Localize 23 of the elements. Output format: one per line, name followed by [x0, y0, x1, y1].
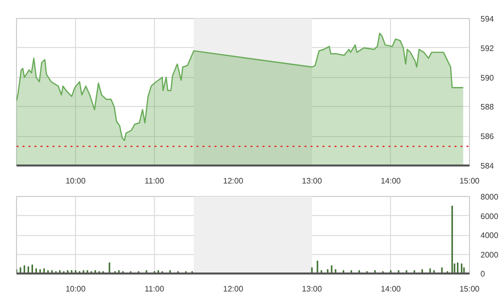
x-tick-label: 11:00 — [144, 284, 165, 294]
x-tick-label: 11:00 — [144, 176, 165, 186]
y-tick-label: 6000 — [480, 212, 499, 221]
y-tick-label: 588 — [480, 102, 494, 112]
y-tick-label: 590 — [480, 73, 494, 82]
x-tick-label: 14:00 — [380, 284, 402, 294]
y-tick-label: 592 — [480, 44, 494, 53]
y-tick-label: 584 — [480, 162, 494, 170]
x-tick-label: 14:00 — [380, 176, 402, 186]
y-tick-label: 594 — [480, 14, 494, 24]
x-tick-label: 12:00 — [223, 176, 244, 186]
x-tick-label: 10:00 — [66, 284, 86, 294]
y-tick-label: 4000 — [480, 231, 499, 240]
x-tick-label: 12:00 — [223, 284, 244, 294]
x-tick-label: 15:00 — [459, 176, 480, 186]
x-tick-label: 15:00 — [459, 284, 480, 294]
y-tick-label: 2000 — [480, 250, 499, 260]
y-tick-label: 0 — [480, 270, 486, 278]
y-tick-label: 8000 — [480, 192, 499, 202]
x-tick-label: 13:00 — [302, 284, 322, 294]
x-tick-label: 10:00 — [66, 176, 86, 186]
y-tick-label: 586 — [480, 132, 494, 142]
x-tick-label: 13:00 — [302, 176, 322, 186]
